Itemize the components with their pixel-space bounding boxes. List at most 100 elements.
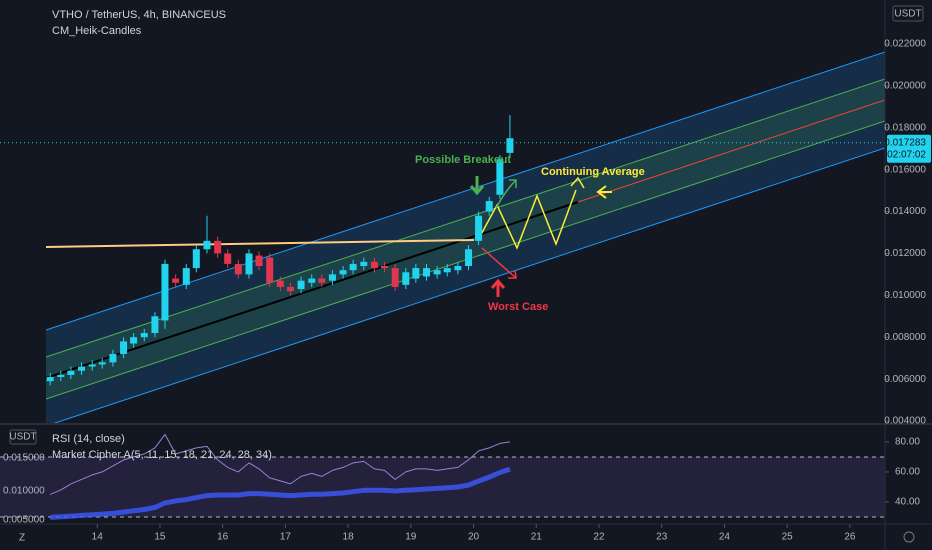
candle-body xyxy=(349,263,357,271)
rsi-pane xyxy=(0,433,885,520)
x-tick-label: 22 xyxy=(593,532,605,543)
candle-body xyxy=(109,353,117,363)
candle-body xyxy=(172,278,180,283)
arrow-up-red-head xyxy=(490,278,506,289)
candle-body xyxy=(328,274,336,281)
candle-body xyxy=(402,272,410,285)
y-tick-label: 0.016000 xyxy=(884,164,926,175)
x-tick-label: 16 xyxy=(217,532,229,543)
indicator-name: CM_Heik-Candles xyxy=(52,25,142,37)
arrow-worst xyxy=(481,247,517,279)
candle-body xyxy=(380,266,388,269)
x-tick-label: 24 xyxy=(719,532,731,543)
arrow-up-yellow xyxy=(570,176,585,189)
candle-body xyxy=(192,249,200,269)
channel-bottom xyxy=(50,147,885,424)
x-tick-label: 25 xyxy=(782,532,794,543)
candle-body xyxy=(423,268,431,277)
candle-body xyxy=(318,278,326,283)
y-tick-label: 0.004000 xyxy=(884,416,926,427)
unit-label: USDT xyxy=(9,432,36,443)
candles xyxy=(0,115,885,386)
candle-body xyxy=(465,249,473,267)
y-tick-label: 40.00 xyxy=(895,497,920,508)
candle-body xyxy=(308,278,316,283)
annotation: Continuing Average xyxy=(541,166,645,178)
candle-body xyxy=(370,261,378,269)
y-tick-label: 0.006000 xyxy=(884,374,926,385)
x-tick-label: 17 xyxy=(280,532,292,543)
regression-line xyxy=(45,201,579,379)
last-price-tag xyxy=(887,134,931,163)
unit-label: USDT xyxy=(894,9,921,20)
candle-body xyxy=(151,316,159,334)
candle-body xyxy=(276,280,284,287)
y-tick-label: 0.018000 xyxy=(884,122,926,133)
x-tick-label: 19 xyxy=(405,532,417,543)
x-tick-label: 15 xyxy=(154,532,166,543)
last-price-label: 0.017283 xyxy=(884,137,926,148)
candle-body xyxy=(88,364,96,367)
settings-icon[interactable] xyxy=(903,531,915,543)
rsi-line xyxy=(50,433,510,495)
unit-box xyxy=(9,429,37,445)
candle-body xyxy=(140,333,148,338)
candle-body xyxy=(433,270,441,275)
unit-box xyxy=(892,5,924,22)
symbol-title: VTHO / TetherUS, 4h, BINANCEUS xyxy=(52,9,226,21)
candle-body xyxy=(485,201,493,212)
zigzag-projection xyxy=(477,189,577,250)
x-tick-label: 26 xyxy=(844,532,856,543)
arrow-breakout-head xyxy=(509,179,517,188)
zoom-button[interactable]: Z xyxy=(19,533,25,544)
y-tick-label: 80.00 xyxy=(895,437,920,448)
candle-body xyxy=(98,362,106,365)
countdown-label: 02:07:02 xyxy=(887,149,926,160)
candle-body xyxy=(412,268,420,279)
candle-body xyxy=(391,268,399,287)
y2-tick-label: 0.010000 xyxy=(3,486,45,497)
candle-body xyxy=(255,255,263,267)
candle-body xyxy=(46,377,54,382)
candle-body xyxy=(475,215,483,241)
y-tick-label: 0.008000 xyxy=(884,332,926,343)
y-tick-label: 0.014000 xyxy=(884,206,926,217)
x-tick-label: 14 xyxy=(92,532,104,543)
y-tick-label: 0.020000 xyxy=(884,81,926,92)
x-tick-label: 21 xyxy=(531,532,543,543)
y-tick-label: 0.022000 xyxy=(884,39,926,50)
candle-body xyxy=(161,263,169,321)
candle-body xyxy=(214,240,222,254)
arrow-worst-head xyxy=(508,269,517,279)
candle-body xyxy=(224,253,232,264)
x-tick-label: 23 xyxy=(656,532,668,543)
ribbon-line xyxy=(50,466,511,520)
candle-body xyxy=(130,337,138,344)
arrow-down-green-head xyxy=(469,185,485,196)
candle-body xyxy=(266,257,274,283)
candle-body xyxy=(286,286,294,292)
candle-body xyxy=(182,268,190,285)
y-tick-label: 0.010000 xyxy=(884,290,926,301)
candle-body xyxy=(360,261,368,267)
candle-body xyxy=(78,366,86,371)
channel-inner-top xyxy=(45,78,885,358)
candle-body xyxy=(339,270,347,275)
annotation: Worst Case xyxy=(488,301,548,313)
y-tick-label: 0.012000 xyxy=(884,248,926,259)
regression-extension xyxy=(577,99,885,203)
x-tick-label: 18 xyxy=(343,532,355,543)
channel-outer xyxy=(46,52,885,424)
candle-body xyxy=(57,374,65,378)
arrow-breakout xyxy=(495,179,517,209)
candle-body xyxy=(245,253,253,275)
candle-body xyxy=(454,266,462,271)
legend-entry: RSI (14, close) xyxy=(52,433,125,445)
resistance-line xyxy=(45,239,475,248)
candle-body xyxy=(297,280,305,290)
x-tick-label: 20 xyxy=(468,532,480,543)
legend-entry: Market Cipher A(5, 11, 15, 18, 21, 24, 2… xyxy=(52,449,272,461)
candle-body xyxy=(203,240,211,250)
